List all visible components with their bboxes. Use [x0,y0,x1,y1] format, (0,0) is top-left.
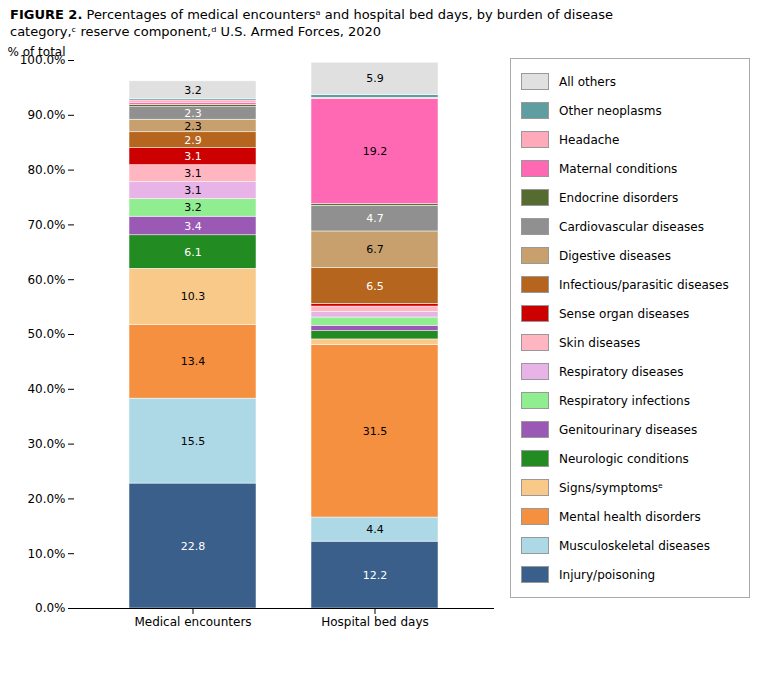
html-text:Neurologic conditions: Neurologic conditions [559,451,689,466]
html-text:Injury/poisoning: Injury/poisoning [559,567,656,582]
svg-text:30.0%: 30.0% [27,437,65,451]
svg-text:3.4: 3.4 [184,220,202,233]
svg-text:90.0%: 90.0% [27,108,65,122]
html-text:Respiratory diseases: Respiratory diseases [559,364,684,379]
svg-text:22.8: 22.8 [181,540,206,553]
svg-text:4.7: 4.7 [366,212,384,225]
html-text:Respiratory infections: Respiratory infections [559,393,690,408]
html-text:Cardiovascular diseases: Cardiovascular diseases [559,219,704,234]
html-text:Endocrine disorders: Endocrine disorders [559,190,679,205]
svg-text:6.1: 6.1 [184,246,202,259]
svg-text:15.5: 15.5 [181,435,206,448]
svg-text:12.2: 12.2 [363,569,388,582]
svg-text:2.3: 2.3 [184,107,202,120]
html-text:Headache: Headache [559,132,620,147]
svg-text:Hospital bed days: Hospital bed days [321,615,429,629]
svg-text:2.9: 2.9 [184,134,202,147]
html-text:All others: All others [559,74,616,89]
html-text:Signs/symptomsᵉ: Signs/symptomsᵉ [559,480,664,495]
svg-text:3.2: 3.2 [184,201,202,214]
svg-text:3.2: 3.2 [184,84,202,97]
html-text:Musculoskeletal diseases: Musculoskeletal diseases [559,538,710,553]
svg-text:5.9: 5.9 [366,72,384,85]
svg-text:10.3: 10.3 [181,290,206,303]
svg-text:60.0%: 60.0% [27,273,65,287]
svg-text:4.4: 4.4 [366,523,384,536]
html-text:Digestive diseases: Digestive diseases [559,248,671,263]
svg-text:% of total: % of total [8,45,66,59]
svg-text:80.0%: 80.0% [27,163,65,177]
svg-text:2.3: 2.3 [184,120,202,133]
svg-text:40.0%: 40.0% [27,382,65,396]
svg-text:3.1: 3.1 [184,167,202,180]
svg-text:19.2: 19.2 [363,145,388,158]
svg-text:3.1: 3.1 [184,184,202,197]
html-text:Mental health disorders: Mental health disorders [559,509,701,524]
svg-text:6.5: 6.5 [366,280,384,293]
svg-text:31.5: 31.5 [363,425,388,438]
svg-text:100.0%: 100.0% [19,53,66,68]
html-text:Maternal conditions: Maternal conditions [559,161,678,176]
svg-text:20.0%: 20.0% [27,492,65,506]
html-text:Sense organ diseases: Sense organ diseases [559,306,690,321]
svg-text:3.1: 3.1 [184,150,202,163]
svg-text:Medical encounters: Medical encounters [134,615,251,629]
svg-text:13.4: 13.4 [181,355,206,368]
html-text:FIGURE 2. Percentages of medic: FIGURE 2. Percentages of medical encount… [10,7,613,39]
svg-text:10.0%: 10.0% [27,547,65,561]
html-text:Other neoplasms: Other neoplasms [559,103,662,118]
html-text:Genitourinary diseases: Genitourinary diseases [559,422,698,437]
html-text:Skin diseases: Skin diseases [559,335,641,350]
svg-text:70.0%: 70.0% [27,218,65,232]
svg-text:6.7: 6.7 [366,243,384,256]
svg-text:50.0%: 50.0% [27,327,65,341]
svg-text:0.0%: 0.0% [35,601,66,615]
html-text:Infectious/parasitic diseases: Infectious/parasitic diseases [559,277,729,292]
